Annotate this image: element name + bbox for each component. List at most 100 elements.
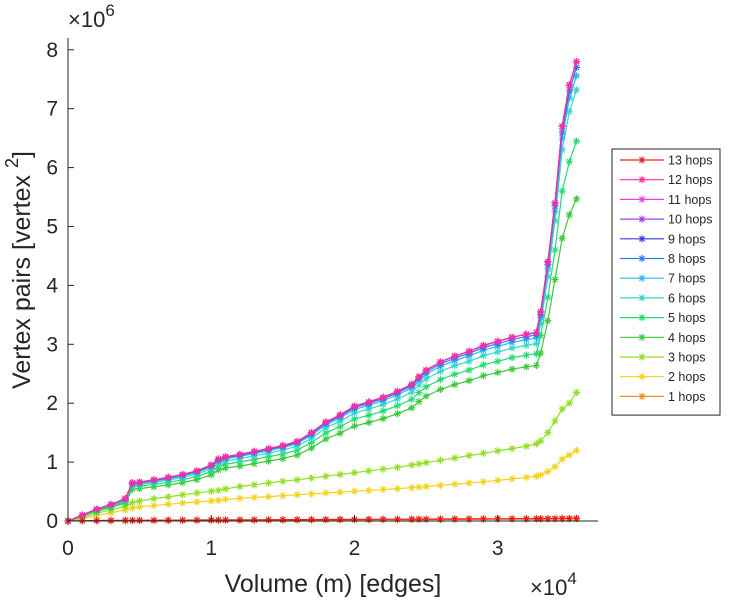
data-point [532,515,541,523]
data-point [537,514,545,523]
data-point [532,350,541,358]
data-point [336,470,344,479]
data-point [436,515,445,523]
data-point [393,515,402,523]
data-point [136,516,144,524]
legend-item: 9 hops [620,232,706,246]
data-point [537,320,545,328]
data-point [236,494,244,502]
series-5-hops [64,137,581,525]
data-point [551,207,559,215]
data-point [494,368,502,377]
data-point [365,418,373,427]
data-point [551,275,559,284]
legend-marker [638,314,646,322]
series-7-hops [64,72,581,525]
data-point [264,492,273,501]
data-point [415,515,423,523]
data-point [128,504,137,512]
legend-label: 8 hops [668,252,706,266]
data-point [365,467,373,475]
data-point [193,467,201,475]
series-line-5-hops [67,140,578,522]
legend-marker [638,333,646,341]
series-6-hops [64,86,581,525]
data-point [379,407,387,415]
x-tick-label: 1 [205,537,217,560]
data-point [465,479,473,487]
data-point [544,258,552,266]
y-tick-label: 0 [46,510,58,533]
data-point [293,515,301,524]
legend-label: 3 hops [668,351,706,365]
data-point [408,404,416,412]
data-point [279,492,287,500]
data-point [451,480,459,488]
legend-item: 11 hops [620,193,712,207]
data-point [150,495,158,503]
data-point [479,449,488,457]
data-point [336,411,344,419]
data-point [214,496,223,504]
series-line-4-hops [67,198,578,522]
legend-marker [638,254,646,263]
data-point [558,146,566,154]
data-point [336,515,344,524]
data-point [350,415,359,423]
data-point [532,340,541,348]
data-point [279,477,287,485]
data-point [436,385,445,394]
data-point [451,380,459,389]
data-point [264,457,273,465]
series-line-12-hops [67,61,578,522]
data-point [78,511,86,519]
series-line-11-hops [67,61,578,522]
data-point [572,57,581,66]
y-tick-label: 3 [46,333,58,356]
data-point [522,515,530,523]
data-point [494,476,502,484]
data-point [221,453,230,461]
data-point [279,454,287,463]
data-point [415,388,423,397]
data-point [422,482,430,491]
data-point [322,489,330,497]
data-point [293,446,301,454]
data-point [393,402,402,410]
series-layer [64,57,581,525]
data-point [508,333,516,341]
data-point [93,505,101,513]
data-point [537,349,545,357]
data-point [393,485,402,493]
data-point [551,417,559,425]
series-10-hops [64,57,581,525]
x-tick-label: 3 [492,537,504,560]
data-point [522,363,530,371]
x-tick-label: 0 [62,537,74,560]
data-point [479,341,488,350]
data-point [393,387,402,396]
legend-label: 6 hops [668,291,706,305]
data-point [537,437,545,445]
data-point [479,352,488,360]
y-tick-label: 5 [46,215,58,238]
data-point [236,516,244,524]
data-point [415,460,423,468]
data-point [479,361,488,369]
data-point [193,516,201,524]
data-point [408,388,416,396]
data-point [193,498,201,506]
series-9-hops [64,57,581,525]
data-point [207,487,215,495]
data-point [379,515,387,523]
data-point [236,462,244,470]
data-point [508,365,516,373]
legend-label: 13 hops [668,154,712,168]
data-point [565,211,573,219]
data-point [537,331,545,340]
x-multiplier-label: ×104 [530,569,577,600]
legend-item: 8 hops [620,252,706,266]
y-tick-label: 1 [46,451,58,474]
data-point [322,472,330,480]
legend-label: 7 hops [668,272,706,286]
